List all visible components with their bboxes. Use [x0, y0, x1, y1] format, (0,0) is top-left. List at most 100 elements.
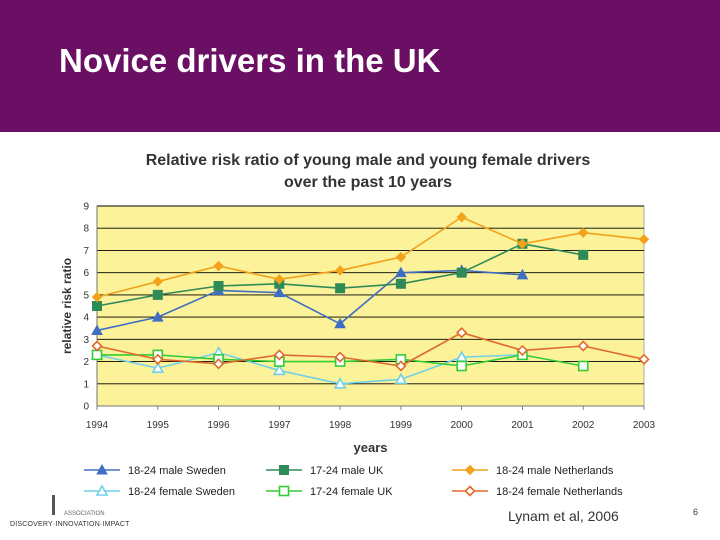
legend-item: 17-24 male UK [266, 465, 384, 477]
data-point [152, 289, 163, 300]
y-tick-label: 7 [83, 246, 89, 257]
x-tick-label: 1995 [147, 420, 170, 431]
data-point [456, 267, 467, 278]
x-tick-label: 1998 [329, 420, 352, 431]
data-point [91, 291, 103, 303]
series-line [96, 351, 523, 385]
series-2 [91, 211, 650, 303]
data-point [212, 358, 225, 370]
data-point [92, 301, 102, 311]
data-point [334, 351, 346, 363]
y-tick-label: 5 [83, 290, 89, 301]
data-point [638, 353, 650, 365]
logo-mark-icon [52, 495, 69, 515]
data-point [274, 274, 285, 285]
y-tick-label: 4 [83, 313, 89, 324]
legend-item: 18-24 female Sweden [84, 484, 235, 498]
chart-title-line-1: Relative risk ratio of young male and yo… [145, 152, 591, 169]
legend-label: 17-24 male UK [310, 465, 384, 477]
data-point [516, 268, 529, 280]
legend-swatch-marker [95, 484, 109, 496]
data-point [456, 327, 468, 339]
legend-swatch-marker [464, 464, 476, 476]
data-point [272, 363, 286, 376]
y-tick-label: 1 [83, 379, 89, 390]
data-point [152, 276, 163, 287]
data-point [638, 234, 650, 245]
chart-title: Relative risk ratio of young male and yo… [68, 150, 668, 194]
data-point [517, 238, 528, 249]
logo-small-text: ASSOCIATION [64, 511, 105, 517]
data-point [334, 317, 346, 329]
data-point [91, 340, 103, 352]
logo-tagline: DISCOVERY·INNOVATION·IMPACT [10, 521, 130, 528]
data-point [395, 360, 407, 372]
data-point [578, 249, 589, 260]
data-point [152, 353, 164, 365]
series-line [96, 216, 645, 298]
legend-swatch-marker [464, 485, 476, 497]
series-5 [91, 327, 650, 372]
title-bar: Novice drivers in the UK [0, 0, 720, 132]
x-tick-label: 2000 [451, 420, 474, 431]
series-line [96, 331, 645, 367]
data-point [516, 344, 529, 357]
legend-label: 18-24 male Netherlands [496, 465, 614, 477]
data-point [91, 324, 103, 335]
data-point [213, 260, 224, 272]
series-line [96, 269, 523, 332]
y-tick-label: 9 [83, 202, 89, 213]
legend: 18-24 male Sweden 17-24 male UK 18-24 male… [84, 463, 623, 498]
x-tick-label: 1999 [390, 420, 413, 431]
data-point [273, 286, 286, 298]
legend-label: 18-24 female Netherlands [496, 486, 623, 498]
series-lines [90, 211, 650, 389]
y-tick-label: 3 [83, 335, 89, 346]
data-point [335, 283, 346, 294]
x-tick-label: 2003 [633, 420, 656, 431]
data-point [578, 227, 589, 238]
legend-item: 18-24 female Netherlands [452, 485, 623, 498]
data-point [213, 281, 224, 291]
data-point [334, 265, 346, 276]
logo: ASSOCIATION DISCOVERY·INNOVATION·IMPACT [8, 495, 138, 535]
y-tick-label: 8 [83, 224, 89, 235]
legend-label: 18-24 male Sweden [128, 465, 226, 477]
axes: 0 1 2 3 4 5 6 7 8 9 1994 1995 1996 1997 1998 1999 2000 20… [83, 202, 655, 432]
legend-swatch-marker [278, 485, 290, 497]
data-point [395, 266, 407, 278]
slide-number: 6 [693, 507, 699, 517]
y-tick-label: 6 [83, 268, 89, 279]
data-point [333, 377, 347, 389]
legend-item: 18-24 male Sweden [84, 463, 226, 477]
data-point [394, 372, 408, 385]
data-point [456, 360, 467, 372]
x-tick-label: 1994 [86, 420, 109, 431]
data-point [577, 340, 589, 352]
y-axis-label: relative risk ratio [60, 258, 74, 354]
data-point [151, 311, 164, 322]
legend-item: 17-24 female UK [266, 485, 393, 498]
chart-title-line-2: over the past 10 years [283, 174, 453, 191]
data-point [151, 361, 165, 374]
data-point [456, 211, 467, 223]
x-tick-label: 1997 [268, 420, 291, 431]
legend-swatch-marker [279, 465, 289, 475]
source-credit: Lynam et al, 2006 [508, 508, 619, 524]
data-point [577, 360, 589, 372]
data-point [91, 349, 103, 361]
legend-label: 18-24 female Sweden [128, 486, 235, 498]
y-tick-label: 2 [83, 357, 89, 368]
x-tick-label: 2001 [511, 420, 534, 431]
legend-swatch-marker [96, 463, 108, 475]
legend-label: 17-24 female UK [310, 486, 393, 498]
data-point [395, 251, 407, 263]
legend-item: 18-24 male Netherlands [452, 464, 614, 477]
data-point [395, 278, 406, 289]
x-tick-label: 1996 [207, 420, 230, 431]
y-tick-label: 0 [83, 402, 89, 413]
x-axis-label: years [354, 440, 388, 455]
slide-title: Novice drivers in the UK [59, 42, 441, 79]
data-point [273, 349, 285, 361]
